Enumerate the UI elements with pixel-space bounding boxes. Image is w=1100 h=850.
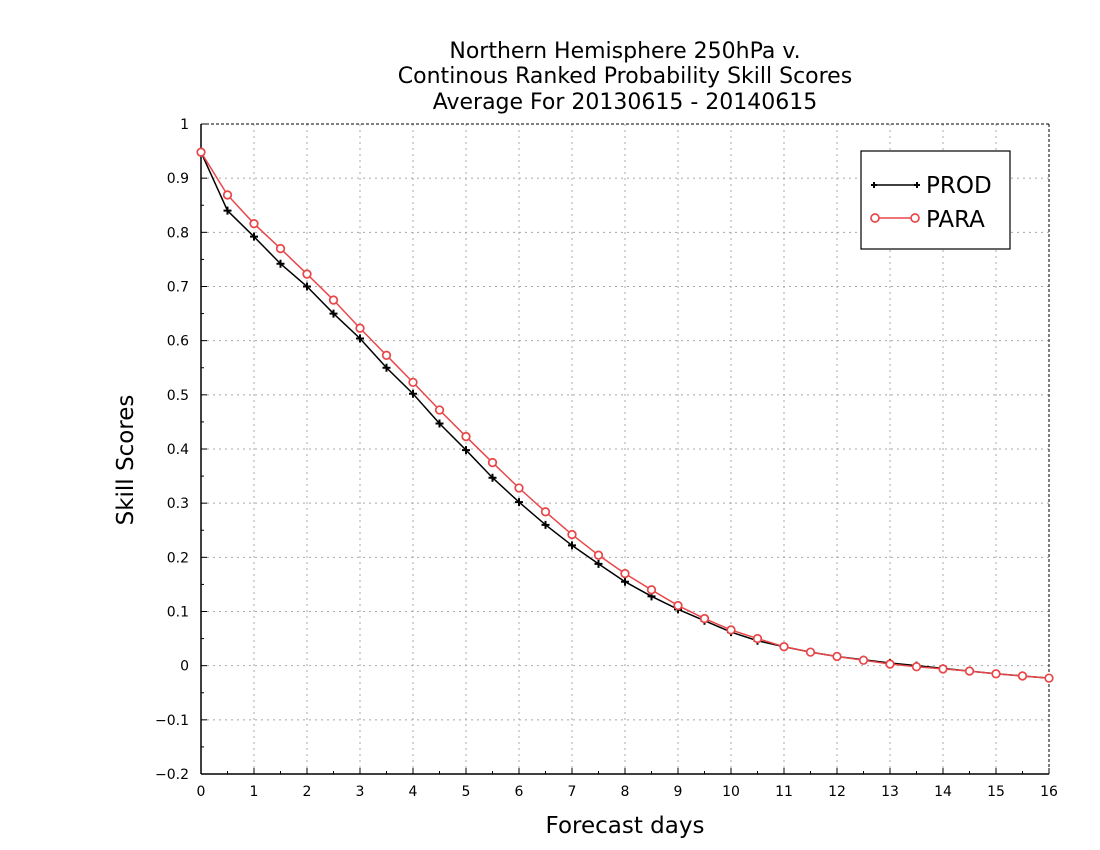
data-point-para (514, 483, 524, 493)
data-point-para (593, 550, 604, 560)
data-point-prod (621, 577, 629, 586)
x-tick-label: 4 (409, 784, 418, 800)
x-tick-label: 13 (881, 784, 899, 800)
data-point-prod (515, 498, 523, 507)
data-point-para (964, 666, 975, 676)
data-point-para (461, 431, 471, 442)
data-point-prod (250, 232, 258, 241)
data-point-prod (462, 446, 470, 455)
data-point-prod (488, 473, 497, 482)
legend: PROD PARA (860, 150, 1011, 250)
data-point-para (885, 659, 895, 669)
x-tick-label: 16 (1040, 784, 1058, 800)
x-tick-label: 11 (775, 784, 793, 800)
data-point-para (196, 147, 206, 157)
y-tick-label: 0.4 (167, 442, 189, 458)
x-tick-label: 9 (674, 784, 683, 800)
data-point-para (858, 655, 869, 665)
chart-title: Northern Hemisphere 250hPa v. Continous … (398, 39, 852, 115)
y-tick-label: −0.2 (155, 767, 189, 783)
data-point-para (911, 662, 922, 672)
x-axis-label: Forecast days (546, 813, 705, 839)
y-tick-label: 0.3 (167, 496, 189, 512)
y-tick-label: 0.6 (167, 334, 189, 350)
data-point-para (646, 585, 657, 595)
y-tick-label: 0.1 (167, 605, 189, 621)
data-point-para (302, 269, 312, 279)
data-point-para (381, 350, 392, 360)
data-point-prod (382, 363, 391, 372)
legend-entry-para: PARA (870, 207, 985, 233)
data-point-prod (435, 419, 444, 428)
data-point-prod (409, 389, 417, 398)
legend-box (860, 150, 1011, 250)
series-group (196, 147, 1054, 683)
data-point-prod (223, 206, 232, 215)
data-point-para (779, 642, 789, 652)
legend-entry-prod: PROD (871, 173, 992, 199)
data-point-para (673, 600, 683, 611)
data-point-para (938, 664, 948, 674)
data-point-para (832, 651, 842, 662)
axis-ticks: 0 1 2 3 4 5 6 7 8 9 10 11 12 13 14 15 16−0.2−0.100.10.20… (155, 117, 1058, 800)
data-point-para (1044, 673, 1054, 683)
x-tick-label: 5 (462, 784, 471, 800)
data-point-para (699, 613, 710, 624)
chart-title-line-3: Average For 20130615 - 20140615 (433, 90, 818, 115)
legend-label-prod: PROD (926, 173, 992, 199)
data-point-para (1017, 671, 1028, 681)
x-tick-label: 14 (934, 784, 952, 800)
y-tick-label: 0 (180, 659, 189, 675)
y-tick-label: 1 (180, 117, 189, 133)
data-point-prod (329, 309, 338, 318)
x-tick-label: 10 (722, 784, 740, 800)
data-point-prod (356, 334, 364, 343)
data-point-prod (541, 520, 550, 529)
x-tick-label: 15 (987, 784, 1005, 800)
x-tick-label: 0 (197, 784, 206, 800)
data-point-para (752, 633, 763, 644)
x-tick-label: 1 (250, 784, 259, 800)
x-tick-label: 8 (621, 784, 630, 800)
chart-title-line-1: Northern Hemisphere 250hPa v. (449, 39, 800, 64)
x-tick-label: 6 (515, 784, 524, 800)
data-point-para (540, 507, 551, 517)
x-tick-label: 2 (303, 784, 312, 800)
x-tick-label: 12 (828, 784, 846, 800)
legend-marker-prod-icon (871, 182, 920, 188)
y-tick-label: 0.2 (167, 550, 189, 566)
data-point-para (275, 243, 286, 254)
data-point-para (620, 568, 630, 579)
y-tick-label: −0.1 (155, 713, 189, 729)
data-point-para (991, 669, 1001, 679)
data-point-prod (303, 282, 311, 291)
data-point-para (726, 625, 736, 635)
x-tick-label: 7 (568, 784, 577, 800)
data-point-para (222, 190, 233, 200)
x-tick-label: 3 (356, 784, 365, 800)
data-point-para (328, 295, 339, 305)
y-tick-label: 0.8 (167, 225, 189, 241)
data-point-para (805, 647, 816, 657)
data-point-prod (276, 259, 285, 268)
legend-marker-para-icon (870, 213, 880, 223)
data-point-para (434, 405, 445, 415)
y-axis-label: Skill Scores (113, 395, 139, 526)
data-point-para (355, 323, 365, 333)
legend-marker-para-icon (910, 213, 920, 223)
data-point-prod (568, 541, 576, 550)
data-point-para (487, 457, 498, 468)
data-point-para (249, 219, 259, 229)
data-point-prod (594, 559, 603, 568)
data-point-para (567, 529, 577, 540)
chart-title-line-2: Continous Ranked Probability Skill Score… (398, 64, 852, 89)
legend-label-para: PARA (926, 207, 985, 233)
y-tick-label: 0.7 (167, 280, 189, 296)
data-point-para (408, 377, 418, 388)
y-tick-label: 0.9 (167, 171, 189, 187)
y-tick-label: 0.5 (167, 388, 189, 404)
